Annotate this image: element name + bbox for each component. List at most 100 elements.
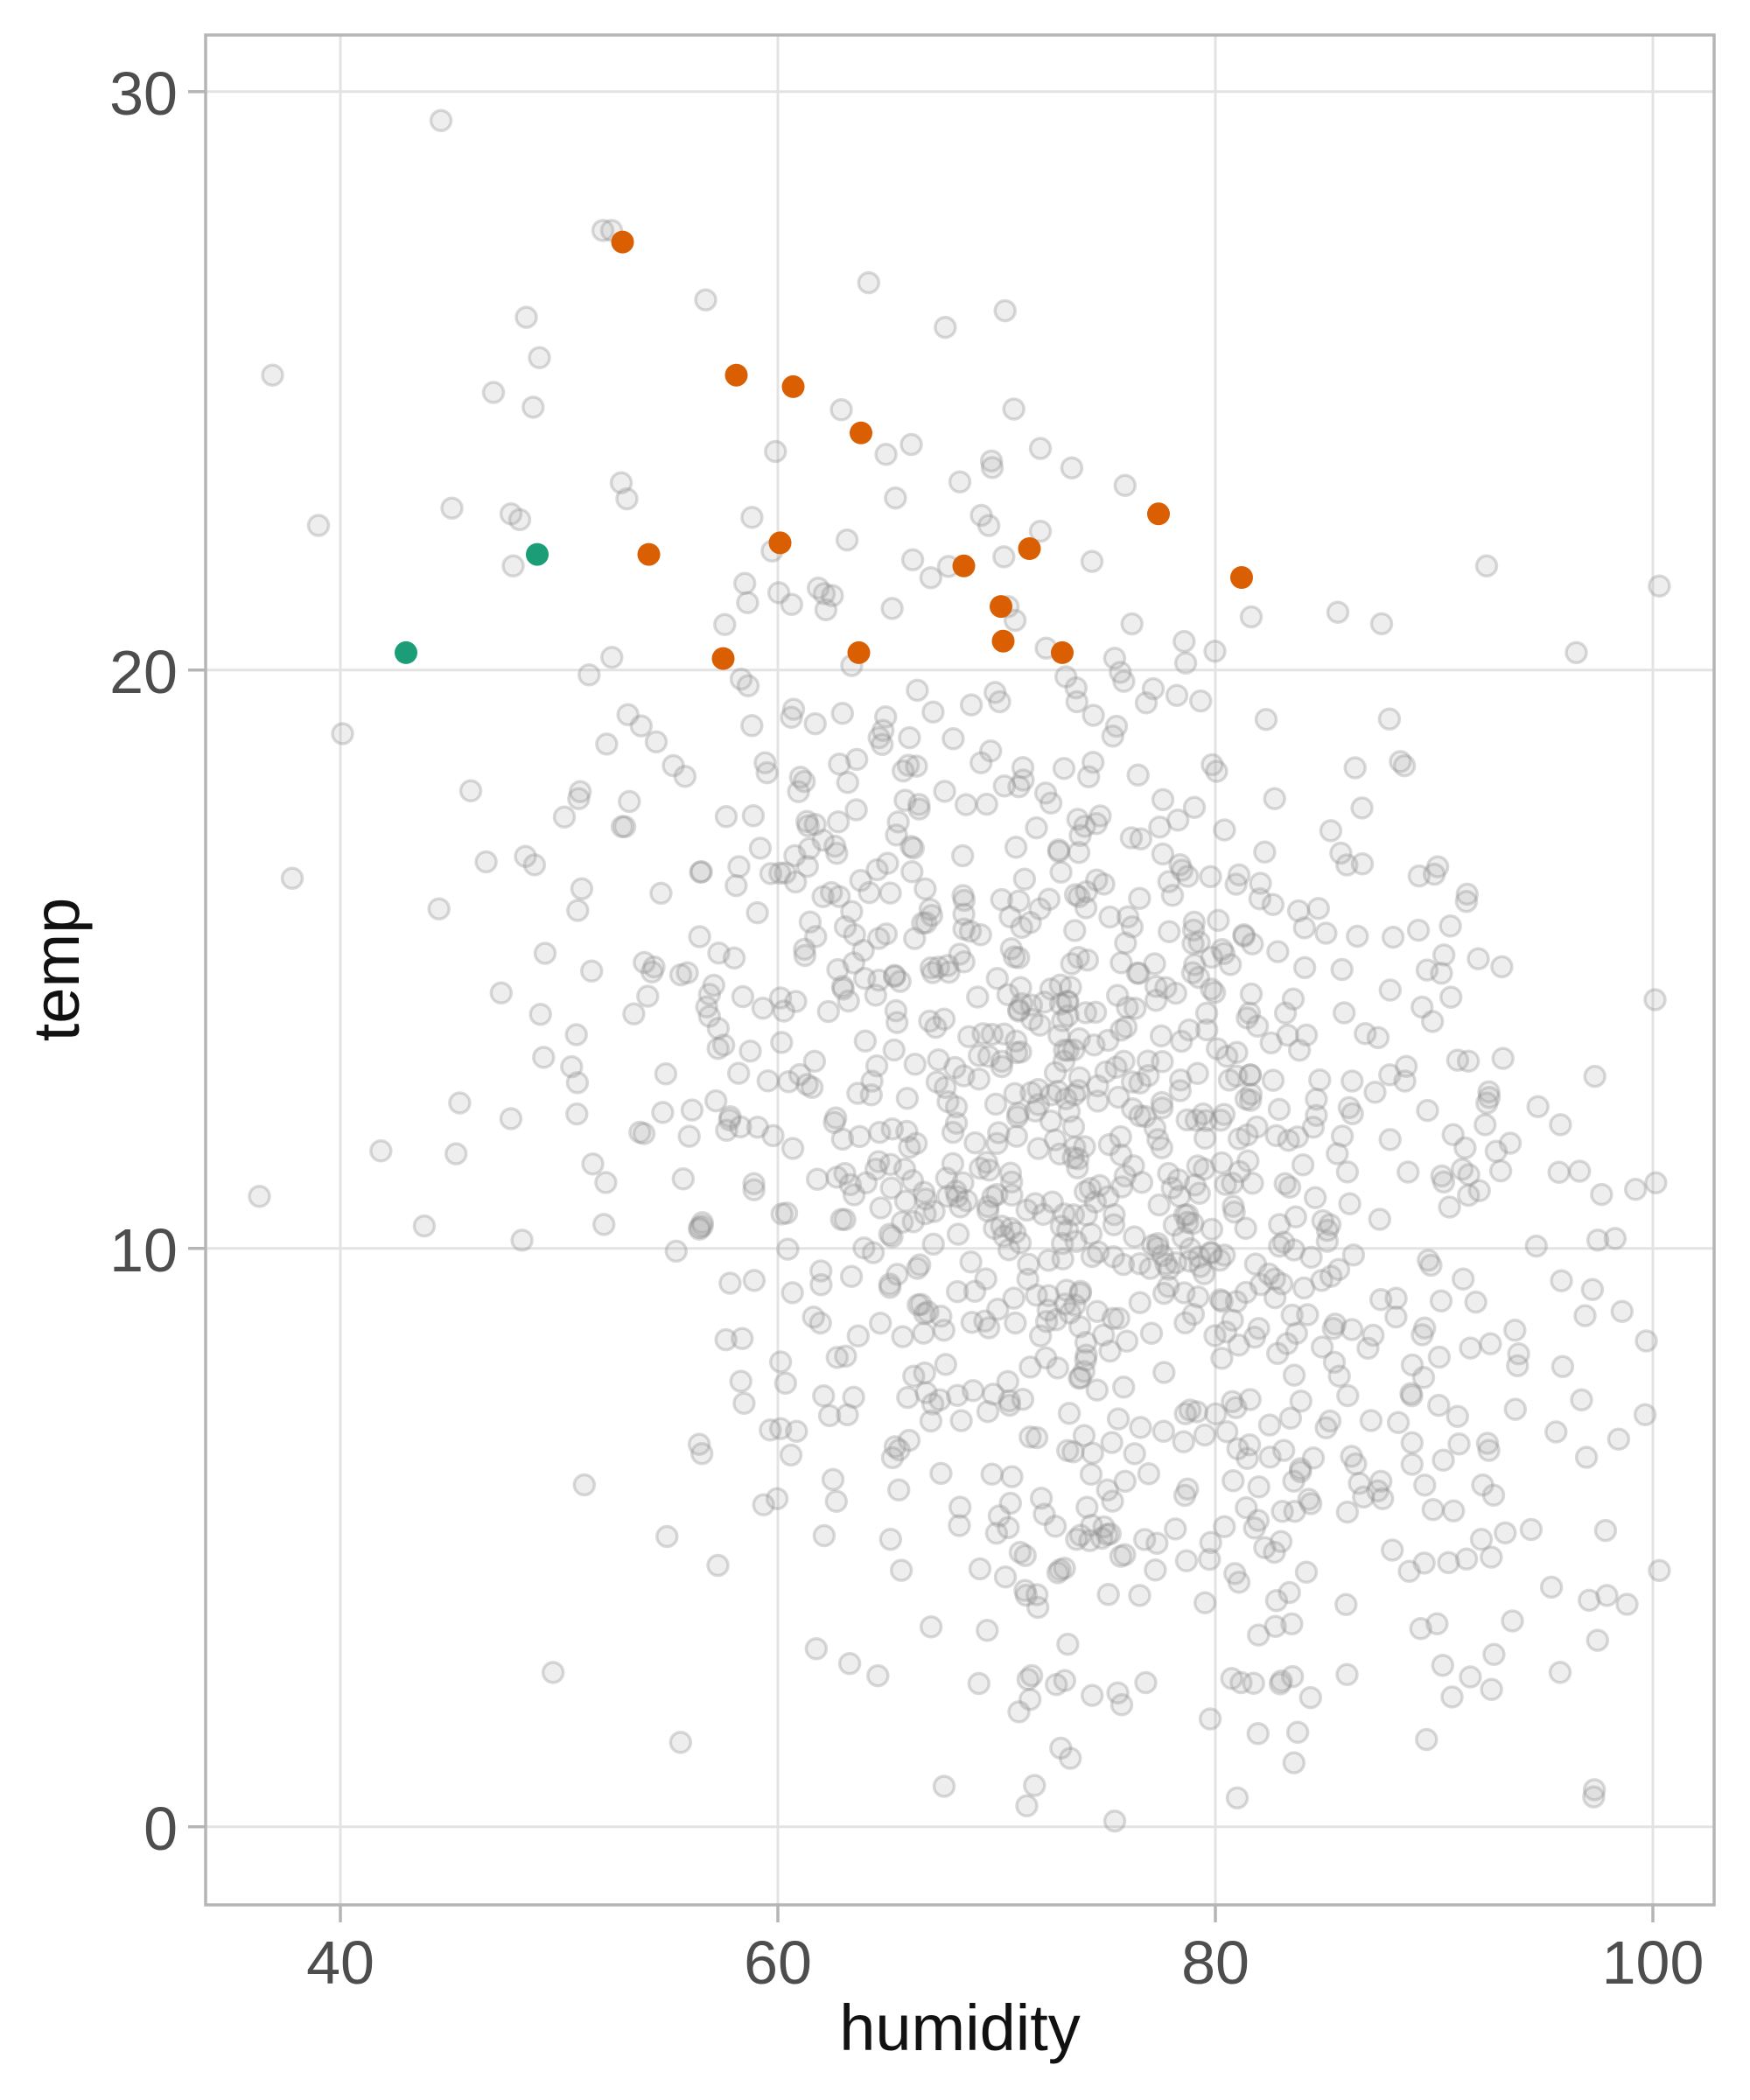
- data-point-background: [1157, 1257, 1181, 1281]
- data-point-background: [966, 985, 990, 1009]
- data-point-background: [1026, 1137, 1051, 1160]
- data-point-background: [1310, 1335, 1334, 1359]
- data-point-background: [1454, 889, 1479, 914]
- data-point-background: [914, 1201, 937, 1226]
- data-point-background: [1429, 1289, 1453, 1313]
- data-point-background: [1368, 1208, 1392, 1231]
- data-point-background: [1032, 990, 1056, 1014]
- data-point-background: [1144, 989, 1168, 1012]
- data-point-background: [920, 1392, 945, 1416]
- data-point-background: [1227, 1127, 1251, 1151]
- data-point-background: [913, 1301, 937, 1326]
- data-point-background: [1370, 1487, 1395, 1511]
- data-point-background: [1039, 1110, 1063, 1133]
- data-point-background: [690, 1441, 714, 1466]
- data-point-background: [1128, 1104, 1152, 1128]
- data-point-background: [846, 1324, 871, 1348]
- data-point-background: [842, 1183, 866, 1207]
- data-point-background: [1176, 1210, 1200, 1235]
- data-point-background: [1172, 1203, 1197, 1227]
- data-point-background: [616, 703, 640, 727]
- data-point-background: [1029, 1486, 1054, 1510]
- data-point-background: [695, 995, 718, 1018]
- data-point-background: [1400, 1353, 1424, 1377]
- data-point-background: [770, 1202, 794, 1226]
- data-point-background: [968, 1557, 992, 1581]
- data-point-background: [714, 805, 738, 829]
- data-point-background: [1102, 1202, 1126, 1227]
- data-point-background: [1185, 1400, 1209, 1424]
- data-point-background: [998, 1393, 1022, 1418]
- data-point-background: [1643, 988, 1667, 1012]
- data-point-background: [906, 678, 929, 703]
- data-point-background: [1068, 1365, 1093, 1390]
- data-point-background: [1036, 1298, 1060, 1322]
- data-point-background: [1102, 647, 1127, 670]
- data-point-background: [730, 1326, 754, 1351]
- data-point-background: [1078, 1529, 1102, 1552]
- data-point-background: [900, 860, 924, 884]
- data-point-background: [751, 996, 775, 1020]
- data-point-background: [1245, 1014, 1270, 1039]
- data-point-background: [785, 1419, 808, 1443]
- data-point-background: [1221, 1308, 1244, 1333]
- data-point-background: [1098, 1522, 1123, 1546]
- data-point-background: [1268, 1213, 1292, 1236]
- data-point-background: [458, 779, 483, 803]
- data-point-background: [911, 911, 934, 935]
- data-point-background: [898, 725, 921, 750]
- data-point-background: [1143, 952, 1166, 976]
- data-point-background: [1315, 1218, 1340, 1242]
- data-point-background: [1032, 1202, 1055, 1227]
- data-point-background: [1126, 763, 1150, 787]
- data-point-background: [844, 747, 869, 772]
- data-point-background: [1010, 915, 1033, 940]
- data-point-background: [895, 1087, 920, 1110]
- data-point-background: [1068, 1523, 1093, 1547]
- data-point-background: [1047, 1024, 1071, 1047]
- data-point-background: [1305, 1103, 1328, 1127]
- data-point-background: [1213, 1515, 1236, 1539]
- data-point-background: [1068, 1282, 1092, 1306]
- data-point-background: [1110, 1175, 1134, 1199]
- data-point-background: [1048, 1142, 1072, 1166]
- data-point-background: [830, 702, 855, 725]
- data-point-background: [1234, 1216, 1257, 1241]
- data-point-background: [830, 975, 855, 998]
- data-point-background: [998, 905, 1022, 929]
- data-point-background: [821, 584, 844, 607]
- data-point-background: [1503, 1319, 1527, 1342]
- data-point-background: [1152, 1281, 1176, 1306]
- data-point-background: [963, 1130, 987, 1155]
- data-point-background: [1234, 1087, 1258, 1111]
- data-point-background: [886, 1478, 911, 1502]
- data-point-background: [1075, 948, 1100, 972]
- data-point-background: [955, 1189, 979, 1213]
- data-point-background: [1063, 1135, 1087, 1159]
- data-point-background: [1046, 1561, 1070, 1585]
- data-point-background: [999, 1216, 1023, 1241]
- data-point-background: [1335, 853, 1359, 877]
- data-point-background: [1285, 1125, 1310, 1149]
- data-point-background: [566, 899, 590, 922]
- data-point-background: [688, 1215, 711, 1239]
- data-point-background: [1263, 1540, 1286, 1564]
- data-point-background: [900, 1168, 925, 1193]
- data-point-background: [690, 1211, 714, 1235]
- data-point-background: [986, 1297, 1010, 1321]
- data-point-background: [1054, 1278, 1079, 1302]
- data-point-background: [1417, 1248, 1440, 1272]
- data-point-background: [746, 900, 769, 925]
- data-point-background: [1243, 1252, 1268, 1276]
- data-point-background: [1180, 1212, 1205, 1236]
- data-point-background: [1134, 1670, 1158, 1695]
- data-point-background: [1228, 1159, 1251, 1184]
- data-point-background: [752, 1493, 775, 1517]
- data-point-background: [1314, 1416, 1338, 1440]
- data-point-background: [1194, 1001, 1219, 1026]
- data-point-background: [842, 1385, 865, 1410]
- data-point-background: [987, 1121, 1011, 1144]
- data-point-background: [893, 788, 917, 812]
- data-point-background: [1270, 1271, 1294, 1296]
- data-point-background: [957, 1025, 981, 1048]
